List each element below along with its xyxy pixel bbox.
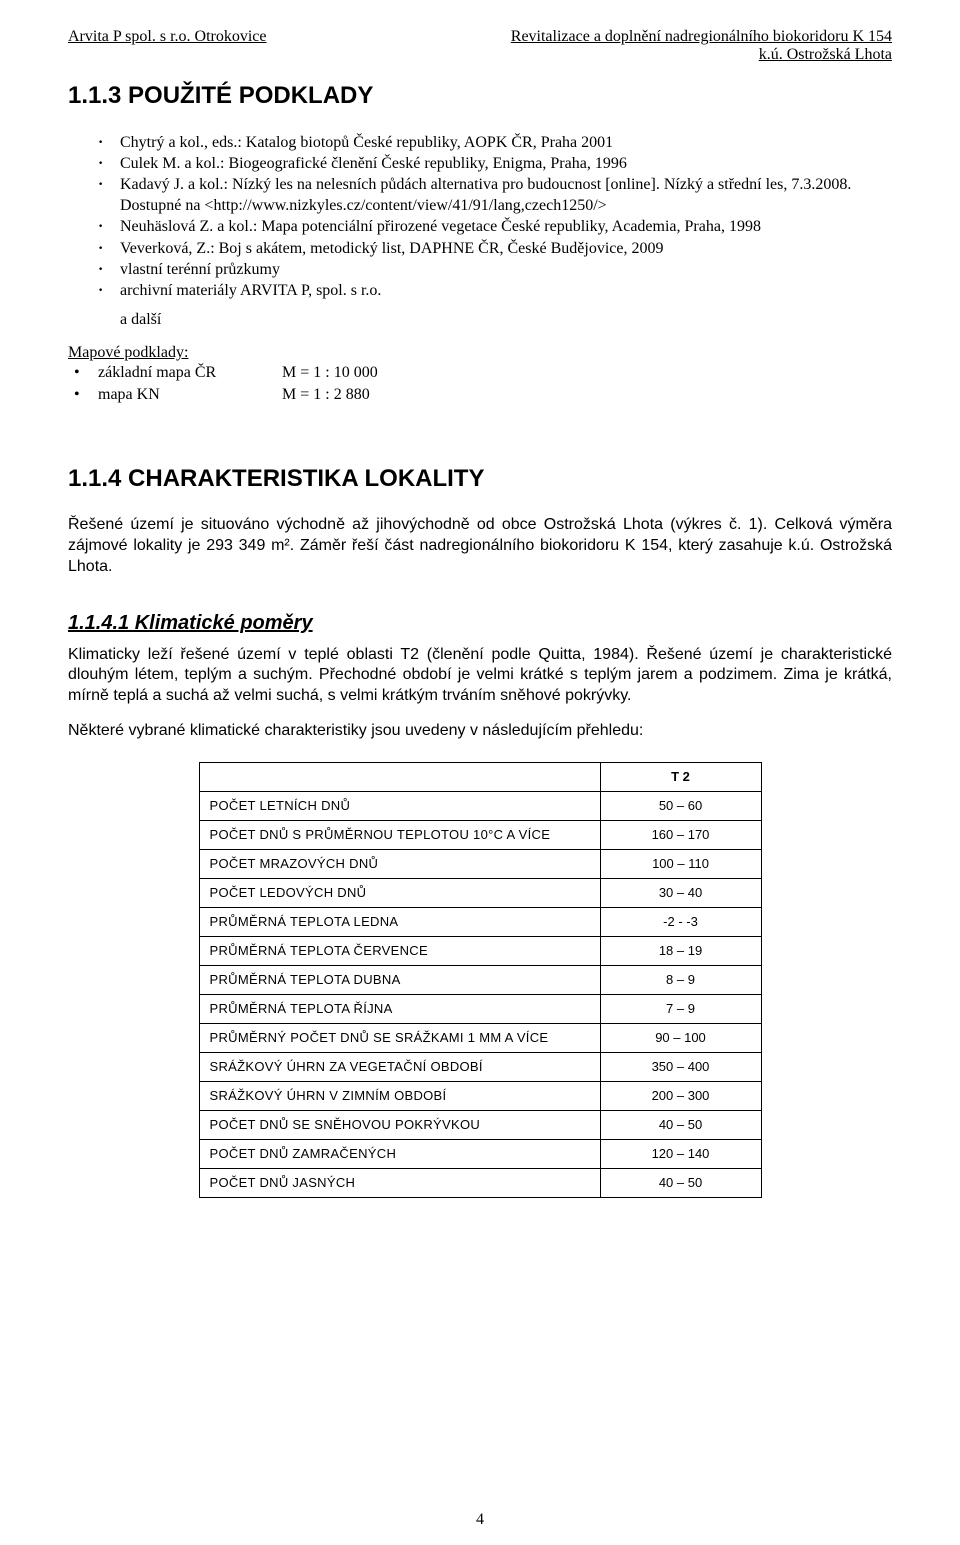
table-row: PRŮMĚRNÝ POČET DNŮ SE SRÁŽKAMI 1 MM A VÍ… — [199, 1023, 761, 1052]
climate-value: 8 – 9 — [600, 965, 761, 994]
climate-label: PRŮMĚRNÁ TEPLOTA ŘÍJNA — [199, 994, 600, 1023]
maps-list: základní mapa ČR M = 1 : 10 000 mapa KN … — [74, 362, 892, 405]
table-header-row: T 2 — [199, 762, 761, 791]
climate-label: POČET DNŮ JASNÝCH — [199, 1168, 600, 1197]
reference-item: archivní materiály ARVITA P, spol. s r.o… — [98, 280, 892, 301]
maps-item: základní mapa ČR M = 1 : 10 000 — [74, 362, 892, 384]
table-row: POČET MRAZOVÝCH DNŮ100 – 110 — [199, 849, 761, 878]
references-tail: a další — [120, 309, 892, 330]
climate-value: 40 – 50 — [600, 1110, 761, 1139]
map-label: základní mapa ČR — [98, 362, 278, 384]
maps-item: mapa KN M = 1 : 2 880 — [74, 384, 892, 406]
reference-item: Neuhäslová Z. a kol.: Mapa potenciální p… — [98, 216, 892, 237]
climate-value: 100 – 110 — [600, 849, 761, 878]
climate-label: POČET LETNÍCH DNŮ — [199, 791, 600, 820]
climate-label: SRÁŽKOVÝ ÚHRN V ZIMNÍM OBDOBÍ — [199, 1081, 600, 1110]
maps-heading: Mapové podklady: — [68, 344, 892, 362]
climate-label: PRŮMĚRNÁ TEPLOTA DUBNA — [199, 965, 600, 994]
section-1141-para2: Některé vybrané klimatické charakteristi… — [68, 721, 892, 742]
table-row: SRÁŽKOVÝ ÚHRN V ZIMNÍM OBDOBÍ200 – 300 — [199, 1081, 761, 1110]
table-row: POČET LETNÍCH DNŮ50 – 60 — [199, 791, 761, 820]
section-114-title: 1.1.4 CHARAKTERISTIKA LOKALITY — [68, 465, 892, 493]
climate-label: PRŮMĚRNÁ TEPLOTA ČERVENCE — [199, 936, 600, 965]
header: Arvita P spol. s r.o. Otrokovice Revital… — [68, 28, 892, 46]
table-row: POČET LEDOVÝCH DNŮ30 – 40 — [199, 878, 761, 907]
reference-item: vlastní terénní průzkumy — [98, 259, 892, 280]
climate-value: 350 – 400 — [600, 1052, 761, 1081]
map-scale: M = 1 : 10 000 — [282, 364, 378, 381]
table-row: POČET DNŮ JASNÝCH40 – 50 — [199, 1168, 761, 1197]
reference-item: Kadavý J. a kol.: Nízký les na nelesních… — [98, 174, 892, 216]
climate-label: POČET DNŮ S PRŮMĚRNOU TEPLOTOU 10°C A VÍ… — [199, 820, 600, 849]
climate-label: POČET MRAZOVÝCH DNŮ — [199, 849, 600, 878]
climate-value: 40 – 50 — [600, 1168, 761, 1197]
climate-value: -2 - -3 — [600, 907, 761, 936]
climate-label: SRÁŽKOVÝ ÚHRN ZA VEGETAČNÍ OBDOBÍ — [199, 1052, 600, 1081]
table-row: POČET DNŮ ZAMRAČENÝCH120 – 140 — [199, 1139, 761, 1168]
header-left: Arvita P spol. s r.o. Otrokovice — [68, 28, 267, 46]
climate-value: 90 – 100 — [600, 1023, 761, 1052]
table-row: PRŮMĚRNÁ TEPLOTA ŘÍJNA7 – 9 — [199, 994, 761, 1023]
references-list: Chytrý a kol., eds.: Katalog biotopů Čes… — [98, 132, 892, 301]
table-row: PRŮMĚRNÁ TEPLOTA LEDNA-2 - -3 — [199, 907, 761, 936]
table-row: PRŮMĚRNÁ TEPLOTA DUBNA8 – 9 — [199, 965, 761, 994]
table-row: SRÁŽKOVÝ ÚHRN ZA VEGETAČNÍ OBDOBÍ350 – 4… — [199, 1052, 761, 1081]
section-1141-para1: Klimaticky leží řešené území v teplé obl… — [68, 645, 892, 707]
table-header-col2: T 2 — [600, 762, 761, 791]
table-header-blank — [199, 762, 600, 791]
climate-value: 200 – 300 — [600, 1081, 761, 1110]
table-row: POČET DNŮ S PRŮMĚRNOU TEPLOTOU 10°C A VÍ… — [199, 820, 761, 849]
climate-label: PRŮMĚRNÝ POČET DNŮ SE SRÁŽKAMI 1 MM A VÍ… — [199, 1023, 600, 1052]
climate-value: 50 – 60 — [600, 791, 761, 820]
climate-value: 160 – 170 — [600, 820, 761, 849]
climate-value: 120 – 140 — [600, 1139, 761, 1168]
climate-label: POČET DNŮ ZAMRAČENÝCH — [199, 1139, 600, 1168]
climate-label: PRŮMĚRNÁ TEPLOTA LEDNA — [199, 907, 600, 936]
page: Arvita P spol. s r.o. Otrokovice Revital… — [0, 0, 960, 1545]
climate-value: 18 – 19 — [600, 936, 761, 965]
table-row: POČET DNŮ SE SNĚHOVOU POKRÝVKOU40 – 50 — [199, 1110, 761, 1139]
climate-value: 30 – 40 — [600, 878, 761, 907]
climate-label: POČET LEDOVÝCH DNŮ — [199, 878, 600, 907]
section-114-para: Řešené území je situováno východně až ji… — [68, 515, 892, 577]
climate-value: 7 – 9 — [600, 994, 761, 1023]
header-right: Revitalizace a doplnění nadregionálního … — [511, 28, 892, 46]
climate-label: POČET DNŮ SE SNĚHOVOU POKRÝVKOU — [199, 1110, 600, 1139]
map-scale: M = 1 : 2 880 — [282, 386, 370, 403]
table-row: PRŮMĚRNÁ TEPLOTA ČERVENCE18 – 19 — [199, 936, 761, 965]
reference-item: Chytrý a kol., eds.: Katalog biotopů Čes… — [98, 132, 892, 153]
section-1141-title: 1.1.4.1 Klimatické poměry — [68, 612, 892, 635]
climate-table: T 2 POČET LETNÍCH DNŮ50 – 60 POČET DNŮ S… — [199, 762, 762, 1198]
section-113-title: 1.1.3 POUŽITÉ PODKLADY — [68, 82, 892, 110]
reference-item: Veverková, Z.: Boj s akátem, metodický l… — [98, 238, 892, 259]
page-number: 4 — [0, 1511, 960, 1529]
header-sub: k.ú. Ostrožská Lhota — [68, 46, 892, 64]
reference-item: Culek M. a kol.: Biogeografické členění … — [98, 153, 892, 174]
map-label: mapa KN — [98, 384, 278, 406]
